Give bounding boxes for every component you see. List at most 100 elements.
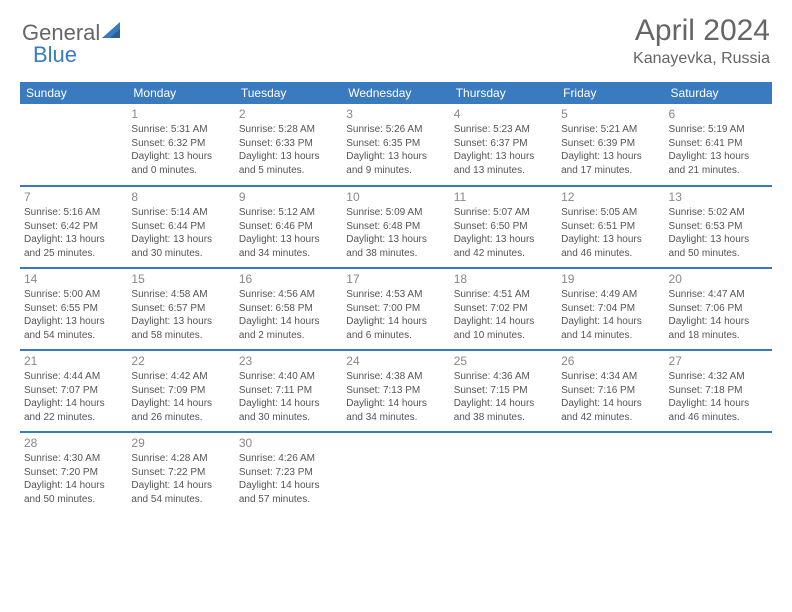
daylight-line: Daylight: 14 hours and 46 minutes.: [669, 397, 768, 424]
sunset-line: Sunset: 7:04 PM: [561, 302, 660, 316]
month-title: April 2024: [633, 14, 770, 48]
sunset-line: Sunset: 6:46 PM: [239, 220, 338, 234]
calendar-day-cell: 29Sunrise: 4:28 AMSunset: 7:22 PMDayligh…: [127, 432, 234, 514]
sunset-line: Sunset: 7:23 PM: [239, 466, 338, 480]
daylight-line: Daylight: 13 hours and 5 minutes.: [239, 150, 338, 177]
calendar-day-cell: 16Sunrise: 4:56 AMSunset: 6:58 PMDayligh…: [235, 268, 342, 350]
calendar-day-cell: 14Sunrise: 5:00 AMSunset: 6:55 PMDayligh…: [20, 268, 127, 350]
day-number: 16: [239, 271, 338, 287]
daylight-line: Daylight: 14 hours and 14 minutes.: [561, 315, 660, 342]
sunset-line: Sunset: 7:06 PM: [669, 302, 768, 316]
day-number: 26: [561, 353, 660, 369]
sunset-line: Sunset: 6:35 PM: [346, 137, 445, 151]
sunset-line: Sunset: 7:09 PM: [131, 384, 230, 398]
calendar-table: SundayMondayTuesdayWednesdayThursdayFrid…: [20, 82, 772, 514]
calendar-day-cell: 2Sunrise: 5:28 AMSunset: 6:33 PMDaylight…: [235, 104, 342, 186]
calendar-empty-cell: [665, 432, 772, 514]
daylight-line: Daylight: 13 hours and 9 minutes.: [346, 150, 445, 177]
sunrise-line: Sunrise: 5:21 AM: [561, 123, 660, 137]
sunrise-line: Sunrise: 4:26 AM: [239, 452, 338, 466]
calendar-day-cell: 6Sunrise: 5:19 AMSunset: 6:41 PMDaylight…: [665, 104, 772, 186]
sunset-line: Sunset: 6:48 PM: [346, 220, 445, 234]
calendar-day-cell: 8Sunrise: 5:14 AMSunset: 6:44 PMDaylight…: [127, 186, 234, 268]
day-number: 6: [669, 106, 768, 122]
daylight-line: Daylight: 13 hours and 13 minutes.: [454, 150, 553, 177]
daylight-line: Daylight: 13 hours and 46 minutes.: [561, 233, 660, 260]
calendar-header-row: SundayMondayTuesdayWednesdayThursdayFrid…: [20, 82, 772, 104]
day-number: 29: [131, 435, 230, 451]
sunset-line: Sunset: 7:20 PM: [24, 466, 123, 480]
day-number: 11: [454, 189, 553, 205]
calendar-day-cell: 12Sunrise: 5:05 AMSunset: 6:51 PMDayligh…: [557, 186, 664, 268]
daylight-line: Daylight: 13 hours and 54 minutes.: [24, 315, 123, 342]
day-number: 21: [24, 353, 123, 369]
sunrise-line: Sunrise: 4:34 AM: [561, 370, 660, 384]
day-number: 4: [454, 106, 553, 122]
day-number: 24: [346, 353, 445, 369]
calendar-week-row: 28Sunrise: 4:30 AMSunset: 7:20 PMDayligh…: [20, 432, 772, 514]
sunrise-line: Sunrise: 4:51 AM: [454, 288, 553, 302]
sunset-line: Sunset: 7:15 PM: [454, 384, 553, 398]
day-number: 9: [239, 189, 338, 205]
calendar-day-cell: 11Sunrise: 5:07 AMSunset: 6:50 PMDayligh…: [450, 186, 557, 268]
sunrise-line: Sunrise: 4:28 AM: [131, 452, 230, 466]
day-number: 12: [561, 189, 660, 205]
daylight-line: Daylight: 13 hours and 30 minutes.: [131, 233, 230, 260]
sunrise-line: Sunrise: 4:53 AM: [346, 288, 445, 302]
weekday-header: Sunday: [20, 82, 127, 104]
weekday-header: Thursday: [450, 82, 557, 104]
calendar-week-row: 14Sunrise: 5:00 AMSunset: 6:55 PMDayligh…: [20, 268, 772, 350]
sunset-line: Sunset: 6:57 PM: [131, 302, 230, 316]
calendar-empty-cell: [557, 432, 664, 514]
calendar-day-cell: 15Sunrise: 4:58 AMSunset: 6:57 PMDayligh…: [127, 268, 234, 350]
calendar-day-cell: 27Sunrise: 4:32 AMSunset: 7:18 PMDayligh…: [665, 350, 772, 432]
daylight-line: Daylight: 14 hours and 38 minutes.: [454, 397, 553, 424]
sunset-line: Sunset: 7:18 PM: [669, 384, 768, 398]
sunset-line: Sunset: 6:44 PM: [131, 220, 230, 234]
calendar-empty-cell: [342, 432, 449, 514]
day-number: 10: [346, 189, 445, 205]
day-number: 19: [561, 271, 660, 287]
daylight-line: Daylight: 13 hours and 50 minutes.: [669, 233, 768, 260]
calendar-week-row: 21Sunrise: 4:44 AMSunset: 7:07 PMDayligh…: [20, 350, 772, 432]
sunset-line: Sunset: 6:37 PM: [454, 137, 553, 151]
sunrise-line: Sunrise: 4:49 AM: [561, 288, 660, 302]
calendar-day-cell: 13Sunrise: 5:02 AMSunset: 6:53 PMDayligh…: [665, 186, 772, 268]
sunrise-line: Sunrise: 4:36 AM: [454, 370, 553, 384]
sunset-line: Sunset: 6:58 PM: [239, 302, 338, 316]
sunset-line: Sunset: 7:07 PM: [24, 384, 123, 398]
sunrise-line: Sunrise: 5:14 AM: [131, 206, 230, 220]
daylight-line: Daylight: 13 hours and 38 minutes.: [346, 233, 445, 260]
daylight-line: Daylight: 14 hours and 42 minutes.: [561, 397, 660, 424]
weekday-header: Friday: [557, 82, 664, 104]
calendar-day-cell: 17Sunrise: 4:53 AMSunset: 7:00 PMDayligh…: [342, 268, 449, 350]
daylight-line: Daylight: 14 hours and 34 minutes.: [346, 397, 445, 424]
daylight-line: Daylight: 13 hours and 0 minutes.: [131, 150, 230, 177]
sunrise-line: Sunrise: 5:00 AM: [24, 288, 123, 302]
calendar-empty-cell: [20, 104, 127, 186]
day-number: 3: [346, 106, 445, 122]
sunrise-line: Sunrise: 5:23 AM: [454, 123, 553, 137]
sunrise-line: Sunrise: 5:09 AM: [346, 206, 445, 220]
calendar-week-row: 7Sunrise: 5:16 AMSunset: 6:42 PMDaylight…: [20, 186, 772, 268]
sunrise-line: Sunrise: 4:32 AM: [669, 370, 768, 384]
calendar-day-cell: 26Sunrise: 4:34 AMSunset: 7:16 PMDayligh…: [557, 350, 664, 432]
sunset-line: Sunset: 6:51 PM: [561, 220, 660, 234]
sunrise-line: Sunrise: 5:16 AM: [24, 206, 123, 220]
calendar-day-cell: 10Sunrise: 5:09 AMSunset: 6:48 PMDayligh…: [342, 186, 449, 268]
daylight-line: Daylight: 13 hours and 58 minutes.: [131, 315, 230, 342]
day-number: 14: [24, 271, 123, 287]
daylight-line: Daylight: 13 hours and 25 minutes.: [24, 233, 123, 260]
sunrise-line: Sunrise: 4:56 AM: [239, 288, 338, 302]
day-number: 13: [669, 189, 768, 205]
daylight-line: Daylight: 14 hours and 6 minutes.: [346, 315, 445, 342]
day-number: 20: [669, 271, 768, 287]
sunrise-line: Sunrise: 5:05 AM: [561, 206, 660, 220]
sunset-line: Sunset: 7:22 PM: [131, 466, 230, 480]
calendar-day-cell: 23Sunrise: 4:40 AMSunset: 7:11 PMDayligh…: [235, 350, 342, 432]
weekday-header: Tuesday: [235, 82, 342, 104]
calendar-empty-cell: [450, 432, 557, 514]
brand-part2-wrap: Blue: [33, 42, 77, 68]
sunrise-line: Sunrise: 4:42 AM: [131, 370, 230, 384]
calendar-day-cell: 21Sunrise: 4:44 AMSunset: 7:07 PMDayligh…: [20, 350, 127, 432]
